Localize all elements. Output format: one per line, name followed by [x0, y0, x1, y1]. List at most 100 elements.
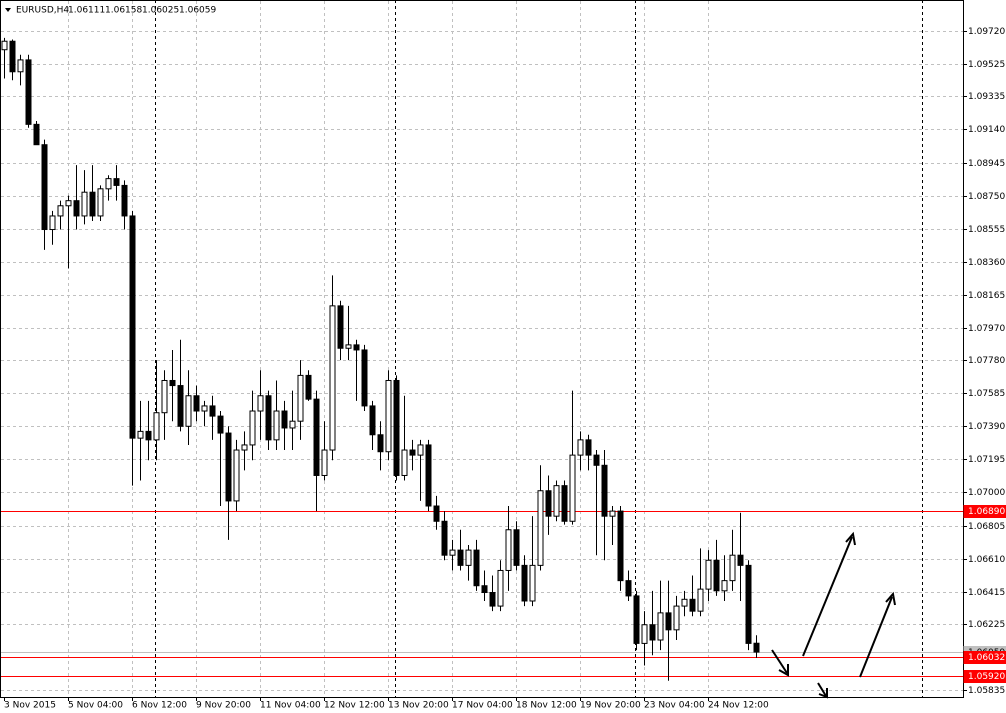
candle-body [465, 549, 472, 566]
header-open: 1.06111 [68, 6, 105, 16]
candle-body [297, 374, 304, 422]
x-tick-label: 5 Nov 04:00 [68, 701, 123, 711]
x-tick-label: 3 Nov 2015 [4, 701, 56, 711]
candle-body [649, 624, 656, 641]
candle-body [537, 490, 544, 566]
candle-body [633, 595, 640, 644]
candle-body [97, 188, 104, 217]
x-tick-label: 17 Nov 04:00 [452, 701, 513, 711]
candle-body [681, 598, 688, 607]
candle-body [497, 569, 504, 607]
y-tick-label: 1.09525 [968, 60, 1005, 70]
arrow-head [845, 531, 856, 546]
arrow [859, 596, 893, 678]
arrow-head [885, 591, 896, 606]
period-separators [155, 0, 923, 697]
candle-body [361, 349, 368, 407]
candle-body [289, 420, 296, 429]
axes: 1.09720 1.09525 1.09335 1.09140 1.08945 1.087… [4, 27, 1006, 711]
level-label: 1.05920 [968, 672, 1005, 682]
candle-body [409, 449, 416, 456]
candle-body [337, 305, 344, 349]
header-high: 1.06158 [105, 6, 142, 16]
candle-body [9, 40, 16, 73]
candle-body [441, 520, 448, 556]
candle-body [529, 564, 536, 602]
candle-body [601, 464, 608, 517]
x-tick-label: 19 Nov 20:00 [580, 701, 641, 711]
candle-body [585, 439, 592, 456]
candle-body [321, 449, 328, 476]
y-tick-label: 1.08750 [968, 192, 1005, 202]
candle-body [521, 564, 528, 602]
y-tick-label: 1.07780 [968, 356, 1005, 366]
y-tick-label: 1.09335 [968, 92, 1005, 102]
candle-body [345, 344, 352, 349]
candles [1, 37, 760, 681]
y-tick-label: 1.06805 [968, 522, 1005, 532]
level-label-box [963, 651, 1006, 664]
candle-body [505, 529, 512, 571]
y-tick-label: 1.06415 [968, 588, 1005, 598]
y-tick-label: 1.09720 [968, 27, 1005, 37]
candle-body [25, 59, 32, 125]
candle-body [625, 580, 632, 597]
annotation-arrows [771, 531, 896, 699]
candle-body [577, 439, 584, 456]
candle-body [209, 405, 216, 417]
candle-body [617, 510, 624, 582]
header-low: 1.06025 [142, 6, 179, 16]
candle-body [369, 405, 376, 436]
y-tick-label: 1.05835 [968, 686, 1005, 696]
header: EURUSD,H4 1.06111 1.06158 1.06025 1.0605… [5, 6, 216, 16]
candle-body [705, 559, 712, 590]
x-tick-label: 13 Nov 20:00 [388, 701, 449, 711]
candle-body [121, 184, 128, 217]
candle-body [657, 612, 664, 641]
candle-body [545, 490, 552, 517]
candle-body [665, 612, 672, 631]
candle-body [137, 430, 144, 439]
candle-body [609, 510, 616, 517]
candle-body [377, 434, 384, 453]
candle-body [217, 415, 224, 434]
candle-body [433, 505, 440, 522]
candle-body [241, 444, 248, 451]
x-tick-label: 18 Nov 12:00 [516, 701, 577, 711]
candle-body [561, 485, 568, 522]
y-tick-label: 1.08945 [968, 159, 1005, 169]
level-label: 1.06032 [968, 653, 1005, 663]
candle-body [729, 554, 736, 582]
candle-body [281, 410, 288, 429]
candle-body [513, 529, 520, 566]
candle-body [641, 624, 648, 644]
candle-body [401, 449, 408, 476]
x-tick-label: 11 Nov 04:00 [260, 701, 321, 711]
candle-body [1, 40, 8, 51]
candle-body [353, 344, 360, 351]
candle-body [17, 59, 24, 73]
y-tick-label: 1.08360 [968, 258, 1005, 268]
candle-body [41, 144, 48, 231]
arrow-head [778, 664, 789, 677]
candle-body [713, 559, 720, 592]
candle-body [697, 588, 704, 612]
candle-body [89, 191, 96, 217]
candle-body [249, 410, 256, 446]
candle-body [473, 549, 480, 587]
candle-body [457, 549, 464, 566]
y-tick-label: 1.08165 [968, 291, 1005, 301]
candle-body [73, 200, 80, 217]
candle-body [105, 178, 112, 190]
y-tick-label: 1.07390 [968, 422, 1005, 432]
y-tick-label: 1.06225 [968, 620, 1005, 630]
arrow [802, 536, 853, 657]
y-tick-label: 1.07970 [968, 324, 1005, 334]
candle-body [593, 454, 600, 466]
x-tick-label: 12 Nov 12:00 [324, 701, 385, 711]
candle-body [145, 430, 152, 441]
candle-body [129, 215, 136, 439]
x-tick-label: 23 Nov 04:00 [644, 701, 705, 711]
